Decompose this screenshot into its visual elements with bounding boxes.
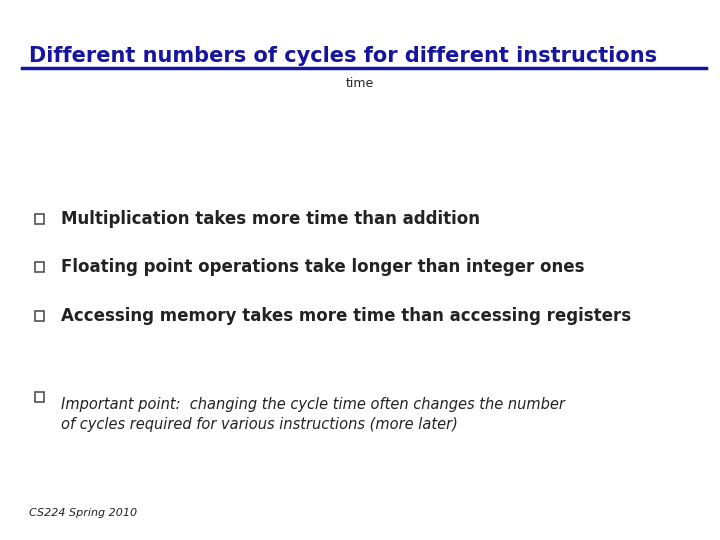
Text: CS224 Spring 2010: CS224 Spring 2010 bbox=[29, 508, 137, 518]
Text: Accessing memory takes more time than accessing registers: Accessing memory takes more time than ac… bbox=[61, 307, 631, 325]
Text: time: time bbox=[346, 77, 374, 90]
Text: Floating point operations take longer than integer ones: Floating point operations take longer th… bbox=[61, 258, 585, 276]
Text: Different numbers of cycles for different instructions: Different numbers of cycles for differen… bbox=[29, 46, 657, 66]
Text: Important point:  changing the cycle time often changes the number
of cycles req: Important point: changing the cycle time… bbox=[61, 397, 565, 431]
Text: Multiplication takes more time than addition: Multiplication takes more time than addi… bbox=[61, 210, 480, 228]
